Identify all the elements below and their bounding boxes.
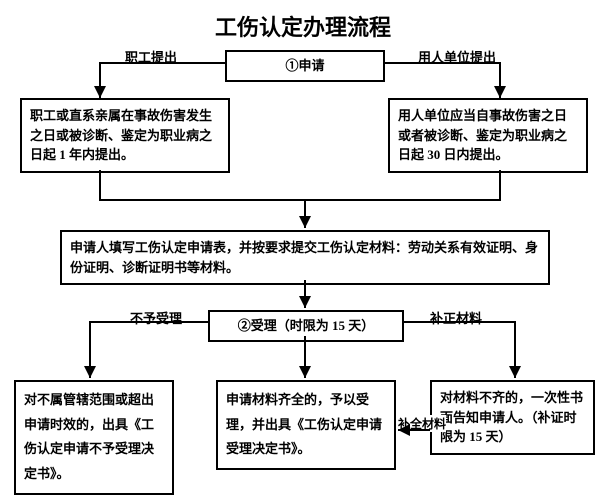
node-materials: 申请人填写工伤认定申请表，并按要求提交工伤认定材料：劳动关系有效证明、身份证明、… [60,230,550,285]
label-employer-submit: 用人单位提出 [418,47,496,66]
node-accept: ②受理（时限为 15 天） [208,310,404,342]
node-accept-box: 申请材料齐全的，予以受理，并出具《工伤认定申请受理决定书》。 [216,380,396,470]
node-emp-box: 职工或直系亲属在事故伤害发生之日或被诊断、鉴定为职业病之日起 1 年内提出。 [20,98,230,173]
node-incomplete: 对材料不齐的，一次性书面告知申请人。（补证时限为 15 天） [430,380,595,455]
label-supplement: 补正材料 [430,308,482,327]
node-reject: 对不属管辖范围或超出申请时效的，出具《工伤认定申请不予受理决定书》。 [14,380,174,495]
label-not-accept: 不予受理 [130,308,182,327]
label-emp-submit: 职工提出 [125,47,177,66]
node-apply: ①申请 [225,50,385,82]
label-supplement-arrow: 补全材料 [398,415,446,432]
node-employer-box: 用人单位应当自事故伤害之日或者被诊断、鉴定为职业病之日起 30 日内提出。 [388,98,588,173]
page-title: 工伤认定办理流程 [0,10,606,42]
